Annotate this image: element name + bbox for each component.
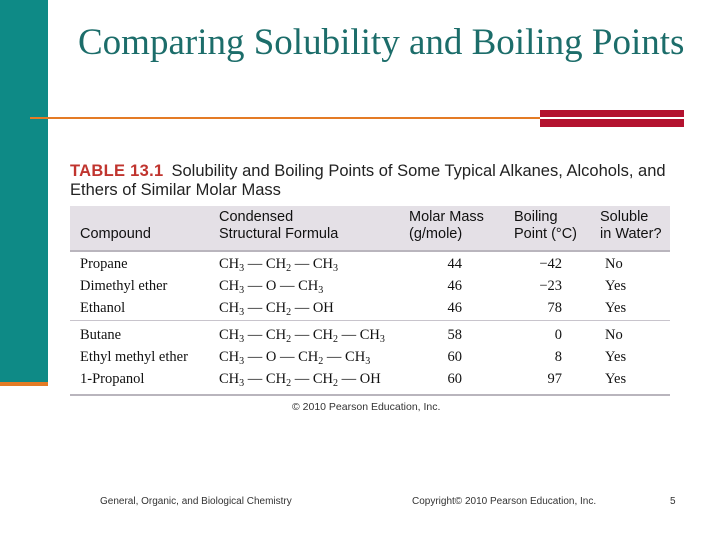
compound-name: Propane — [80, 256, 128, 272]
molar-mass: 58 — [447, 327, 463, 343]
compound-name: 1-Propanol — [80, 371, 145, 387]
table-row: Ethanol CH3 — CH2 — OH 46 78 Yes — [70, 298, 670, 320]
formula-group: CH2 — [265, 327, 292, 345]
soluble-in-water: Yes — [605, 371, 627, 387]
molar-mass: 60 — [447, 349, 463, 365]
title-accent-block — [540, 110, 684, 127]
compound-name: Ethyl methyl ether — [80, 349, 188, 365]
boiling-point: 0 — [554, 327, 562, 343]
soluble-in-water: Yes — [605, 349, 627, 365]
header-molar-mass: Molar Mass (g/mole) — [409, 209, 484, 242]
bond-dash: — — [244, 256, 266, 272]
formula-group: OH — [359, 371, 381, 387]
boiling-point: −23 — [539, 278, 562, 294]
formula-group: O — [265, 349, 277, 365]
boiling-point: 78 — [547, 300, 563, 316]
table-row: Dimethyl ether CH3 — O — CH3 46 −23 Yes — [70, 276, 670, 298]
header-formula: Condensed Structural Formula — [219, 209, 339, 242]
title-underline — [30, 117, 684, 119]
header-compound: Compound — [80, 226, 151, 242]
formula-group: O — [265, 278, 277, 294]
structural-formula: CH3 — O — CH2 — CH3 — [219, 349, 370, 367]
table-row: Propane CH3 — CH2 — CH3 44 −42 No — [70, 254, 670, 276]
formula-group: CH2 — [312, 327, 338, 345]
boiling-point: 97 — [547, 371, 563, 387]
table-label: TABLE 13.1 — [70, 162, 164, 180]
bond-dash: — — [244, 278, 266, 294]
compound-name: Ethanol — [80, 300, 126, 316]
footer-course: General, Organic, and Biological Chemist… — [100, 496, 292, 507]
soluble-in-water: Yes — [605, 278, 627, 294]
formula-group: CH2 — [265, 371, 292, 389]
bond-dash: — — [244, 300, 266, 316]
molar-mass: 44 — [447, 256, 463, 272]
structural-formula: CH3 — CH2 — CH2 — CH3 — [219, 327, 385, 345]
structural-formula: CH3 — CH2 — CH2 — OH — [219, 371, 381, 389]
bond-dash: — — [244, 349, 266, 365]
bond-dash: — — [276, 278, 299, 294]
compound-name: Butane — [80, 327, 122, 343]
formula-group: CH3 — [345, 349, 371, 367]
formula-group: CH3 — [359, 327, 385, 345]
row-separator — [70, 394, 670, 396]
formula-group: CH3 — [312, 256, 338, 274]
bond-dash: — — [291, 371, 313, 387]
table-row: Ethyl methyl ether CH3 — O — CH2 — CH3 60 8… — [70, 347, 670, 369]
row-separator — [70, 320, 670, 321]
formula-group: CH2 — [265, 256, 292, 274]
bond-dash: — — [323, 349, 346, 365]
bond-dash: — — [291, 256, 313, 272]
formula-group: CH2 — [312, 371, 338, 389]
boiling-point: 8 — [554, 349, 562, 365]
molar-mass: 46 — [447, 278, 463, 294]
formula-group: CH3 — [219, 349, 245, 367]
formula-group: CH3 — [298, 278, 324, 296]
table-caption: TABLE 13.1 Solubility and Boiling Points … — [70, 162, 670, 200]
header-boiling-point: Boiling Point (°C) — [514, 209, 578, 242]
table-row: 1-Propanol CH3 — CH2 — CH2 — OH 60 97 Yes — [70, 369, 670, 391]
left-accent-stub — [0, 382, 48, 386]
soluble-in-water: Yes — [605, 300, 627, 316]
soluble-in-water: No — [605, 256, 623, 272]
left-accent-bar — [0, 0, 48, 384]
bond-dash: — — [244, 327, 266, 343]
table-header: Compound Condensed Structural Formula Mo… — [70, 206, 670, 250]
boiling-point: −42 — [539, 256, 562, 272]
slide-title: Comparing Solubility and Boiling Points — [78, 22, 685, 63]
bond-dash: — — [244, 371, 266, 387]
image-credit: © 2010 Pearson Education, Inc. — [292, 401, 441, 413]
formula-group: CH3 — [219, 256, 245, 274]
formula-group: CH3 — [219, 278, 245, 296]
formula-group: OH — [312, 300, 334, 316]
bond-dash: — — [291, 300, 313, 316]
bond-dash: — — [276, 349, 299, 365]
structural-formula: CH3 — CH2 — OH — [219, 300, 334, 318]
structural-formula: CH3 — O — CH3 — [219, 278, 323, 296]
compound-name: Dimethyl ether — [80, 278, 168, 294]
formula-group: CH3 — [219, 327, 245, 345]
solubility-table: Compound Condensed Structural Formula Mo… — [70, 206, 670, 396]
formula-group: CH2 — [265, 300, 292, 318]
row-separator — [70, 250, 670, 252]
bond-dash: — — [337, 327, 360, 343]
molar-mass: 46 — [447, 300, 463, 316]
footer-copyright: Copyright© 2010 Pearson Education, Inc. — [412, 496, 597, 507]
bond-dash: — — [337, 371, 360, 387]
formula-group: CH2 — [298, 349, 324, 367]
formula-group: CH3 — [219, 300, 245, 318]
soluble-in-water: No — [605, 327, 623, 343]
structural-formula: CH3 — CH2 — CH3 — [219, 256, 338, 274]
bond-dash: — — [291, 327, 313, 343]
header-soluble: Soluble in Water? — [600, 209, 662, 242]
molar-mass: 60 — [447, 371, 463, 387]
formula-group: CH3 — [219, 371, 245, 389]
table-row: Butane CH3 — CH2 — CH2 — CH3 58 0 No — [70, 325, 670, 347]
table-caption-text: Solubility and Boiling Points of Some Ty… — [70, 162, 666, 199]
page-number: 5 — [670, 496, 676, 507]
